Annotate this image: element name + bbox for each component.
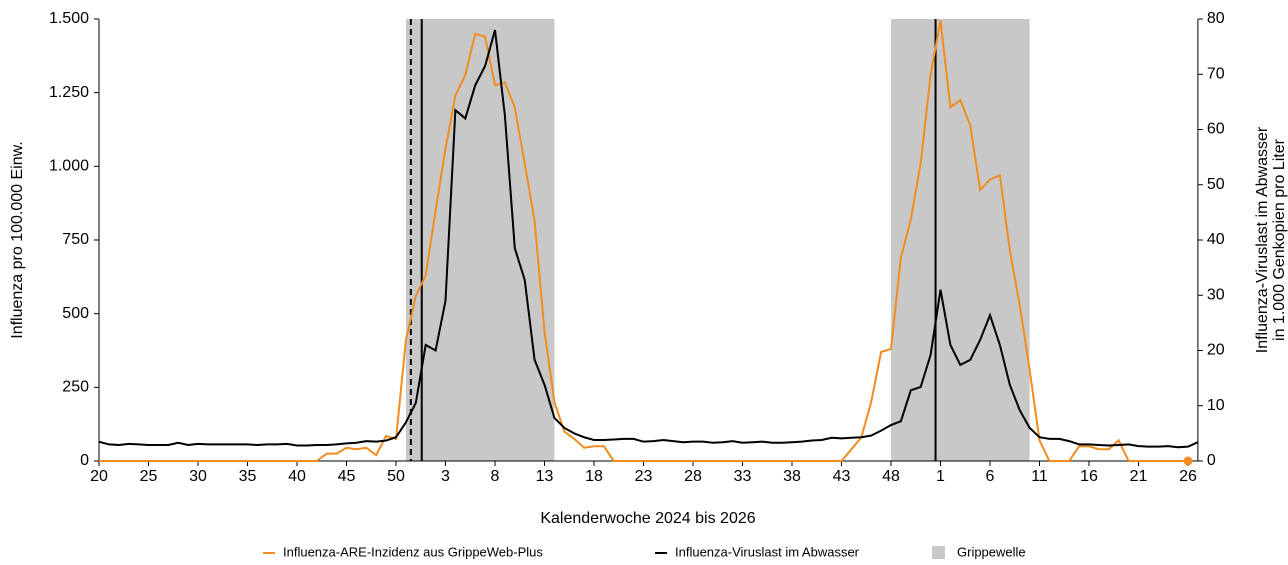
- y-tick-label: 1.000: [49, 158, 89, 175]
- y2-axis-title: in 1.000 Genkopien pro Liter: [1271, 138, 1288, 341]
- x-tick-label: 23: [635, 468, 653, 485]
- legend-label: Influenza-Viruslast im Abwasser: [675, 544, 860, 559]
- x-tick-label: 20: [90, 468, 108, 485]
- legend-label: Grippewelle: [957, 544, 1026, 559]
- flu-wave-band: [405, 19, 555, 461]
- x-tick-label: 21: [1130, 468, 1148, 485]
- x-tick-label: 28: [684, 468, 702, 485]
- x-tick-label: 45: [338, 468, 356, 485]
- y-tick-label: 1.250: [49, 84, 89, 101]
- legend-label: Influenza-ARE-Inzidenz aus GrippeWeb-Plu…: [283, 544, 543, 559]
- x-tick-label: 13: [536, 468, 554, 485]
- x-tick-label: 50: [387, 468, 405, 485]
- y2-tick-label: 0: [1207, 452, 1216, 469]
- y2-axis-title: Influenza-Viruslast im Abwasser: [1254, 126, 1271, 353]
- background-layer: [405, 19, 1030, 461]
- x-tick-label: 11: [1031, 468, 1048, 485]
- y2-tick-label: 10: [1207, 397, 1225, 414]
- x-axis-title: Kalenderwoche 2024 bis 2026: [540, 510, 755, 527]
- x-tick-label: 33: [734, 468, 752, 485]
- series-line: [98, 29, 1199, 449]
- y2-tick-label: 20: [1207, 342, 1225, 359]
- x-tick-label: 38: [783, 468, 801, 485]
- series-line: [99, 20, 1188, 462]
- y-axis-title: Influenza pro 100.000 Einw.: [9, 141, 26, 338]
- x-tick-label: 18: [585, 468, 603, 485]
- x-tick-label: 35: [239, 468, 257, 485]
- x-tick-label: 3: [441, 468, 450, 485]
- x-tick-label: 40: [288, 468, 306, 485]
- x-tick-label: 25: [140, 468, 158, 485]
- end-marker: [1183, 456, 1193, 466]
- x-tick-label: 8: [491, 468, 500, 485]
- x-tick-label: 6: [986, 468, 995, 485]
- y2-tick-label: 70: [1207, 65, 1225, 82]
- flu-wave-band: [891, 19, 1030, 461]
- y2-tick-label: 30: [1207, 286, 1225, 303]
- y-tick-label: 500: [62, 305, 89, 322]
- y-tick-label: 1.500: [49, 10, 89, 27]
- x-tick-label: 48: [882, 468, 900, 485]
- x-tick-label: 30: [189, 468, 207, 485]
- y2-tick-label: 60: [1207, 121, 1225, 138]
- y-tick-label: 250: [62, 379, 89, 396]
- x-tick-label: 43: [833, 468, 851, 485]
- legend-swatch: [932, 546, 945, 559]
- x-tick-label: 1: [936, 468, 945, 485]
- y-tick-label: 0: [80, 452, 89, 469]
- y-tick-label: 750: [62, 231, 89, 248]
- y2-tick-label: 50: [1207, 176, 1225, 193]
- x-tick-label: 16: [1080, 468, 1098, 485]
- y2-tick-label: 80: [1207, 10, 1225, 27]
- x-tick-label: 26: [1179, 468, 1197, 485]
- y2-tick-label: 40: [1207, 231, 1225, 248]
